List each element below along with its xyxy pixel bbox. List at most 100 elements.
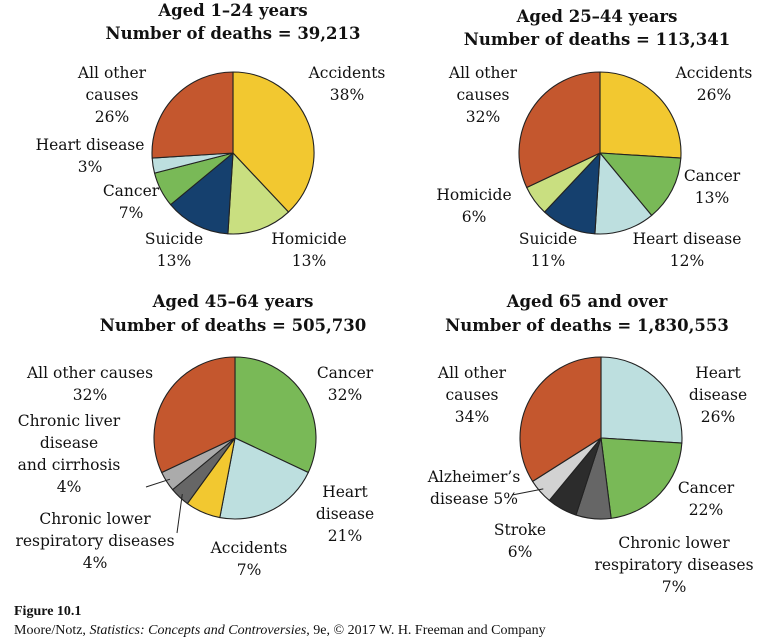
slice-label-line: Homicide — [436, 186, 511, 204]
slice-label-line: 13% — [695, 189, 729, 207]
slice-label-line: 32% — [73, 386, 107, 404]
slice-label-line: Homicide — [271, 230, 346, 248]
source-title: Statistics: Concepts and Controversies — [89, 623, 306, 638]
slice-label-line: 21% — [328, 527, 362, 545]
slice-label-line: Suicide — [145, 230, 203, 248]
chart-title: Aged 65 and over — [506, 292, 668, 311]
pie-slice-accidents — [599, 71, 682, 159]
slice-label-line: Stroke — [494, 521, 546, 539]
slice-label-all-other-causes: All other causes 32% — [448, 64, 518, 126]
slice-label-line: 22% — [689, 501, 723, 519]
pie-slice-accidents — [232, 71, 315, 213]
pie-slice-cancer — [600, 437, 683, 519]
slice-label-heart-disease: Heart disease 26% — [689, 364, 747, 426]
slice-label-all-other-causes: All other causes 26% — [77, 64, 147, 126]
slice-label-line: Chronic lower — [618, 534, 730, 552]
slice-label-homicide: Homicide 6% — [436, 186, 511, 226]
slice-label-line: Cancer — [103, 182, 160, 200]
pie-slice-all-other-causes — [518, 71, 601, 189]
slice-label-line: 7% — [237, 561, 262, 579]
slice-label-line: 3% — [78, 158, 103, 176]
slice-label-line: 26% — [95, 108, 129, 126]
slice-label-line: Cancer — [317, 364, 374, 382]
slice-label-chronic-lower-respiratory-diseases: Chronic lower respiratory diseases 4% — [15, 510, 174, 572]
slice-label-line: 7% — [662, 578, 687, 596]
slice-label-heart-disease: Heart disease 3% — [36, 136, 145, 176]
slice-label-line: Accidents — [210, 539, 288, 557]
slice-label-line: 32% — [466, 108, 500, 126]
leader-line-chronic-lower-respiratory-diseases — [176, 494, 183, 534]
pie-labels: Accidents 26% Cancer 13% Heart disease 12% Sui… — [436, 64, 752, 270]
slice-label-line: 6% — [508, 543, 533, 561]
pie-slice-heart-disease — [594, 152, 653, 235]
slice-label-line: disease 5% — [430, 490, 518, 508]
slice-label-line: Heart — [322, 483, 368, 501]
slice-label-line: All other — [448, 64, 518, 82]
slice-label-line: Cancer — [678, 479, 735, 497]
slice-label-line: Accidents — [675, 64, 753, 82]
pie-labels: Heart disease 26% Cancer 22% Chronic lower res… — [427, 364, 754, 596]
slice-label-line: 26% — [701, 408, 735, 426]
pie-slice-heart-disease — [600, 356, 683, 444]
pie-slice-heart-disease — [219, 437, 309, 520]
slice-label-line: Accidents — [308, 64, 386, 82]
pie-chart-aged-25-44: Aged 25–44 years Number of deaths = 113,… — [436, 7, 752, 270]
pie-slice-cancer — [599, 152, 682, 216]
slice-label-stroke: Stroke 6% — [494, 521, 546, 561]
slice-label-accidents: Accidents 38% — [308, 64, 386, 104]
slice-label-chronic-lower-respiratory-diseases: Chronic lower respiratory diseases 7% — [594, 534, 753, 596]
slice-label-line: 38% — [330, 86, 364, 104]
chart-subtitle: Number of deaths = 113,341 — [464, 30, 730, 49]
chart-title: Aged 25–44 years — [516, 7, 678, 26]
slice-label-line: disease — [689, 386, 747, 404]
slice-label-line: 4% — [57, 478, 82, 496]
source-prefix: Moore/Notz, — [14, 623, 89, 638]
slice-label-line: 13% — [157, 252, 191, 270]
slice-label-line: causes — [446, 386, 499, 404]
slice-label-line: Heart disease — [36, 136, 145, 154]
slice-label-line: 13% — [292, 252, 326, 270]
pie-slices — [153, 356, 317, 520]
slice-label-all-other-causes: All other causes 34% — [437, 364, 507, 426]
pie-slice-all-other-causes — [519, 356, 602, 482]
slice-label-suicide: Suicide 13% — [145, 230, 203, 270]
pie-slices — [518, 71, 682, 235]
slice-label-line: and cirrhosis — [18, 456, 121, 474]
slice-label-cancer: Cancer 13% — [684, 167, 741, 207]
slice-label-all-other-causes: All other causes 32% — [26, 364, 153, 404]
slice-label-line: Chronic lower — [39, 510, 151, 528]
slice-label-line: 4% — [83, 554, 108, 572]
slice-label-cancer: Cancer 22% — [678, 479, 735, 519]
slice-label-line: Cancer — [684, 167, 741, 185]
slice-label-line: 26% — [697, 86, 731, 104]
pie-slice-homicide — [227, 152, 289, 235]
slice-label-accidents: Accidents 7% — [210, 539, 288, 579]
slice-label-line: 34% — [455, 408, 489, 426]
slice-label-accidents: Accidents 26% — [675, 64, 753, 104]
slice-label-suicide: Suicide 11% — [519, 230, 577, 270]
slice-label-line: 32% — [328, 386, 362, 404]
slice-label-heart-disease: Heart disease 21% — [316, 483, 374, 545]
pie-chart-aged-1-24: Aged 1–24 years Number of deaths = 39,21… — [36, 1, 386, 270]
chart-subtitle: Number of deaths = 505,730 — [100, 316, 366, 335]
figure-source: Moore/Notz, Statistics: Concepts and Con… — [14, 623, 546, 638]
source-suffix: , 9e, © 2017 W. H. Freeman and Company — [306, 623, 545, 638]
pie-labels: Accidents 38% Homicide 13% Suicide 13% Cancer 7… — [36, 64, 386, 270]
slice-label-line: Chronic liver — [18, 412, 121, 430]
slice-label-line: All other causes — [26, 364, 153, 382]
slice-label-chronic-liver-disease-and-cirrhosis: Chronic liver disease and cirrhosis 4% — [18, 412, 121, 496]
slice-label-cancer: Cancer 32% — [317, 364, 374, 404]
slice-label-line: disease — [316, 505, 374, 523]
slice-label-line: 6% — [462, 208, 487, 226]
chart-title: Aged 45–64 years — [152, 292, 314, 311]
slice-label-line: Alzheimer’s — [427, 468, 521, 486]
slice-label-line: 7% — [119, 204, 144, 222]
slice-label-line: All other — [77, 64, 147, 82]
slice-label-cancer: Cancer 7% — [103, 182, 160, 222]
pie-slice-all-other-causes — [153, 356, 236, 474]
slice-label-line: Heart — [695, 364, 741, 382]
slice-label-line: causes — [86, 86, 139, 104]
pie-chart-aged-65-over: Aged 65 and over Number of deaths = 1,83… — [427, 292, 754, 596]
pie-slice-cancer — [234, 356, 317, 474]
